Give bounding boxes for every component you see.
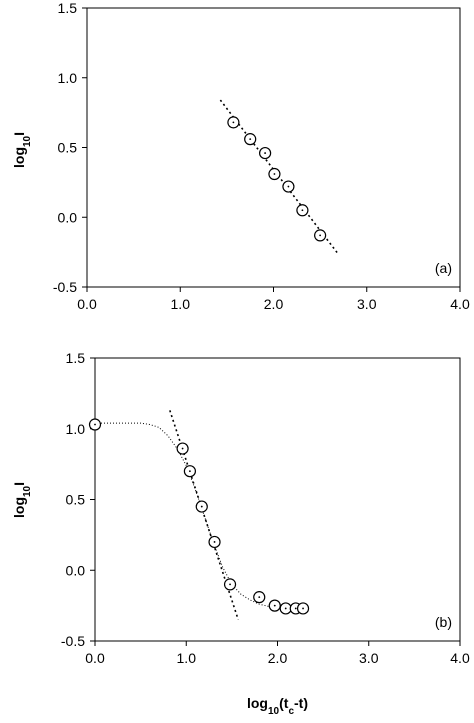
marker-dot <box>200 505 203 508</box>
x-tick-label: 0.0 <box>85 650 105 666</box>
y-tick-label: -0.5 <box>61 633 85 649</box>
data-point <box>279 602 292 615</box>
fitted-curve <box>95 422 305 609</box>
data-point <box>296 204 309 217</box>
marker-dot <box>301 209 304 212</box>
data-point <box>296 602 310 615</box>
data-point <box>244 133 257 146</box>
y-tick-label: 1.0 <box>66 421 86 437</box>
data-point <box>88 418 102 431</box>
panel-label: (b) <box>435 614 452 630</box>
marker-dot <box>213 541 216 543</box>
label-part: I <box>11 482 27 486</box>
x-tick-label: 2.0 <box>264 296 284 312</box>
y-tick-label: 1.5 <box>58 0 78 16</box>
label-part: 10 <box>22 485 33 497</box>
data-point <box>176 442 189 455</box>
marker-dot <box>189 470 191 473</box>
x-tick-label: 3.0 <box>357 296 377 312</box>
y-tick-label: 0.5 <box>66 492 86 508</box>
data-point <box>227 116 240 129</box>
plot-frame <box>94 357 461 642</box>
x-tick-label: 1.0 <box>171 296 191 312</box>
marker-dot <box>287 185 290 188</box>
label-part: c <box>288 706 294 717</box>
x-tick-label: 1.0 <box>177 650 197 666</box>
y-tick-label: 0.0 <box>66 562 86 578</box>
x-tick-label: 2.0 <box>268 650 288 666</box>
marker-dot <box>94 423 96 426</box>
y-tick-label: 0.0 <box>58 209 78 225</box>
label-part: -t) <box>294 695 308 711</box>
marker-dot <box>273 604 276 607</box>
panel-label: (a) <box>435 260 452 276</box>
marker-dot <box>264 152 267 154</box>
marker-dot <box>258 596 261 599</box>
data-point <box>314 229 327 242</box>
marker-dot <box>284 607 287 610</box>
data-point <box>195 500 208 513</box>
label-part: I <box>11 132 27 136</box>
y-axis-label: log10I <box>11 482 33 518</box>
data-point <box>282 180 295 193</box>
marker-dot <box>229 583 231 586</box>
data-point <box>223 578 237 591</box>
data-point <box>208 535 221 549</box>
marker-dot <box>249 138 252 141</box>
y-tick-label: 1.5 <box>66 350 86 366</box>
marker-dot <box>181 447 184 450</box>
marker-dot <box>273 173 276 175</box>
x-tick-label: 3.0 <box>359 650 379 666</box>
data-point <box>268 599 281 612</box>
marker-dot <box>294 607 297 610</box>
plot-frame <box>86 7 461 288</box>
x-axis-label: log10(tc-t) <box>247 695 308 717</box>
label-part: log <box>247 695 268 711</box>
y-axis-label: log10I <box>11 132 33 168</box>
data-point <box>183 465 196 478</box>
label-part: log <box>11 497 27 518</box>
marker-dot <box>232 121 235 124</box>
y-tick-label: 1.0 <box>58 70 78 86</box>
label-part: 10 <box>268 706 280 717</box>
label-part: (t <box>279 695 289 711</box>
x-tick-label: 4.0 <box>450 296 470 312</box>
marker-dot <box>302 607 304 610</box>
data-point <box>268 167 281 181</box>
label-part: 10 <box>22 135 33 147</box>
label-part: log <box>11 147 27 168</box>
x-tick-label: 0.0 <box>77 296 97 312</box>
data-point <box>259 146 272 160</box>
marker-dot <box>319 234 322 237</box>
y-tick-label: -0.5 <box>53 279 77 295</box>
data-point <box>253 591 266 604</box>
x-tick-label: 4.0 <box>450 650 470 666</box>
y-tick-label: 0.5 <box>58 140 78 156</box>
